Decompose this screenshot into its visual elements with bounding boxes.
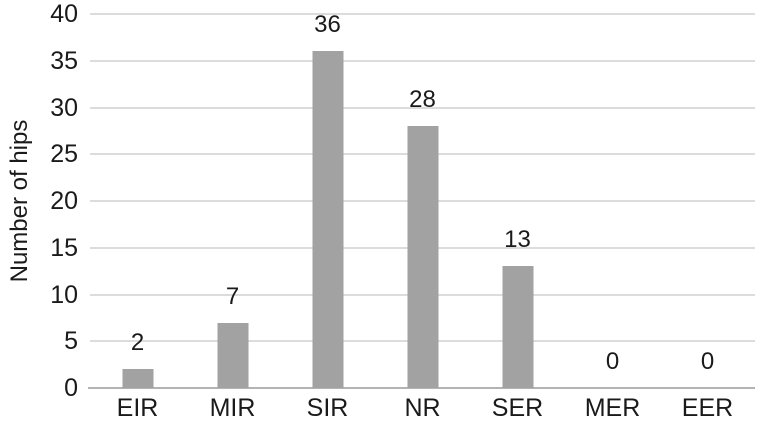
y-tick-label: 15	[50, 233, 78, 262]
y-tick-label: 30	[50, 93, 78, 122]
y-tick-label: 35	[50, 46, 78, 75]
bar-data-label: 36	[314, 11, 341, 39]
bar	[312, 51, 343, 388]
y-axis-tick-labels: 0 5 10 15 20 25 30 35 40	[0, 0, 80, 423]
bar-data-label: 7	[225, 282, 240, 310]
bar-slot: 0	[660, 14, 755, 388]
bar-slot: 7	[185, 14, 280, 388]
x-tick-label: MER	[584, 394, 641, 422]
bar-slot: 28	[375, 14, 470, 388]
bar-slot: 36	[280, 11, 375, 388]
y-tick-label: 40	[50, 0, 78, 28]
x-tick-label: SER	[491, 394, 544, 422]
bar-data-label: 0	[700, 348, 715, 375]
y-tick-label: 5	[64, 327, 78, 356]
bar-slot: 2	[90, 14, 185, 388]
bar	[407, 126, 438, 388]
bar-data-label: 13	[504, 226, 531, 254]
bar-data-label: 2	[130, 329, 145, 357]
x-axis-category-labels: EIR MIR SIR NR SER MER EER	[90, 395, 755, 422]
x-tick-label: SIR	[306, 394, 349, 422]
bar	[217, 322, 248, 388]
x-tick-label: MIR	[209, 394, 256, 422]
plot-area: 2 7 36 28 13 0 0	[90, 11, 755, 388]
x-tick-label: EER	[681, 394, 734, 422]
y-tick-label: 20	[50, 187, 78, 215]
bar-data-label: 0	[605, 348, 620, 375]
bar-data-label: 28	[409, 86, 436, 114]
x-tick-label: EIR	[116, 394, 159, 422]
bar-slot: 0	[565, 14, 660, 388]
bar-slot: 13	[470, 14, 565, 388]
y-tick-label: 0	[64, 374, 78, 402]
x-tick-label: NR	[404, 394, 441, 422]
bar	[502, 266, 533, 388]
y-tick-label: 10	[50, 280, 78, 309]
bar	[122, 369, 153, 388]
y-tick-label: 25	[50, 140, 78, 169]
